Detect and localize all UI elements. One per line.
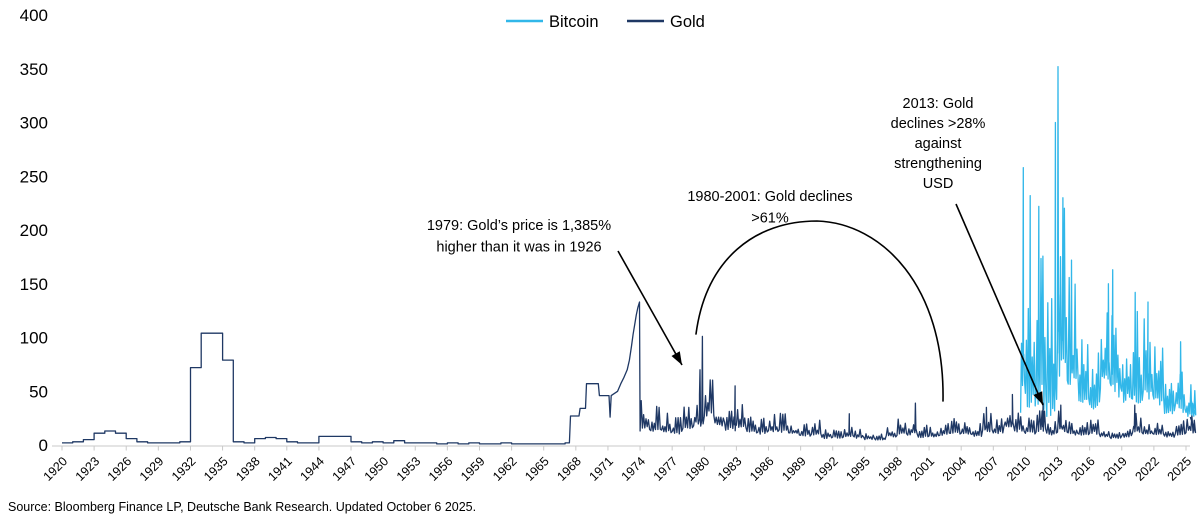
y-axis-label: 250 [20,167,48,186]
x-axis-label: 1962 [490,454,520,484]
x-axis-label: 1995 [843,454,873,484]
bitcoin-gold-volatility-chart: Bitcoin Gold 1920 1923 1926 1929 1932 1935 193… [20,6,1197,484]
x-axis-label: 1998 [876,454,906,484]
x-axis-label: 1965 [522,454,552,484]
axes: 1920 1923 1926 1929 1932 1935 1938 1941 1944 1947… [20,6,1195,484]
y-axis-label: 0 [39,436,48,455]
x-axis-label: 1920 [41,454,71,484]
x-axis-label: 1935 [201,454,231,484]
x-axis-label: 1986 [747,454,777,484]
source-note: Source: Bloomberg Finance LP, Deutsche B… [8,500,477,514]
annotation-arc [695,220,944,402]
y-axis-label: 200 [20,221,48,240]
annotation-arrow-line [955,203,1044,406]
bitcoin-series-line [1019,65,1197,419]
y-axis-label: 100 [20,329,48,348]
x-axis-label: 1932 [169,454,199,484]
annotation-text-line: strengthening [894,156,982,172]
ann-1980-2001: 1980-2001: Gold declines >61% [687,189,944,402]
gold-series-line [62,301,1197,445]
x-axis-label: 2016 [1068,454,1098,484]
x-axis-label: 1968 [554,454,584,484]
x-axis-label: 1956 [426,454,456,484]
annotation-arrow-head [671,351,682,365]
x-axis-label: 1992 [811,454,841,484]
annotation-arrow-head [1033,391,1043,405]
y-axis-label: 400 [20,6,48,25]
x-axis-label: 2019 [1100,454,1130,484]
x-axis-label: 1929 [137,454,167,484]
x-axis-label: 1980 [683,454,713,484]
legend-label-bitcoin: Bitcoin [549,13,599,31]
annotation-text-line: 1980-2001: Gold declines [687,189,852,205]
x-axis-label: 1989 [779,454,809,484]
annotation-text-line: 1979: Gold’s price is 1,385% [427,218,611,234]
x-axis-label: 2010 [1004,454,1034,484]
x-axis-label: 1953 [394,454,424,484]
x-axis-label: 2013 [1036,454,1066,484]
annotation-arrow-line [617,250,683,366]
legend-label-gold: Gold [670,13,705,31]
chart-legend: Bitcoin Gold [506,13,705,31]
x-axis-label: 1974 [619,454,649,484]
annotation-text-line: USD [923,176,954,192]
annotation-text-line: 2013: Gold [903,96,974,112]
ann-2013: 2013: Gold declines >28% against strengthen… [891,96,1044,406]
x-axis-label: 1950 [362,454,392,484]
x-axis-label: 1947 [330,454,360,484]
x-axis-label: 2004 [940,454,970,484]
y-axis-label: 300 [20,114,48,133]
x-axis-label: 1923 [73,454,103,484]
y-axis-label: 150 [20,275,48,294]
annotation-text-line: against [915,136,962,152]
x-axis-label: 1959 [458,454,488,484]
ann-1979: 1979: Gold’s price is 1,385% higher than … [427,218,683,366]
annotation-text-line: declines >28% [891,116,986,132]
x-axis-label: 2007 [972,454,1002,484]
x-axis-label: 1938 [233,454,263,484]
annotation-text-line: >61% [751,211,789,227]
y-axis-label: 350 [20,60,48,79]
x-axis-label: 1944 [297,454,327,484]
x-axis-label: 2001 [908,454,938,484]
x-axis-label: 1971 [586,454,616,484]
x-axis-label: 1926 [105,454,135,484]
x-axis-label: 1941 [265,454,295,484]
y-axis-label: 50 [29,382,48,401]
annotation-text-line: higher than it was in 1926 [436,240,601,256]
series-lines [62,65,1197,445]
x-axis-label: 2025 [1165,454,1195,484]
x-axis-label: 1983 [715,454,745,484]
annotations: 1979: Gold’s price is 1,385% higher than … [427,96,1044,406]
x-axis-label: 2022 [1132,454,1162,484]
x-axis-label: 1977 [651,454,681,484]
